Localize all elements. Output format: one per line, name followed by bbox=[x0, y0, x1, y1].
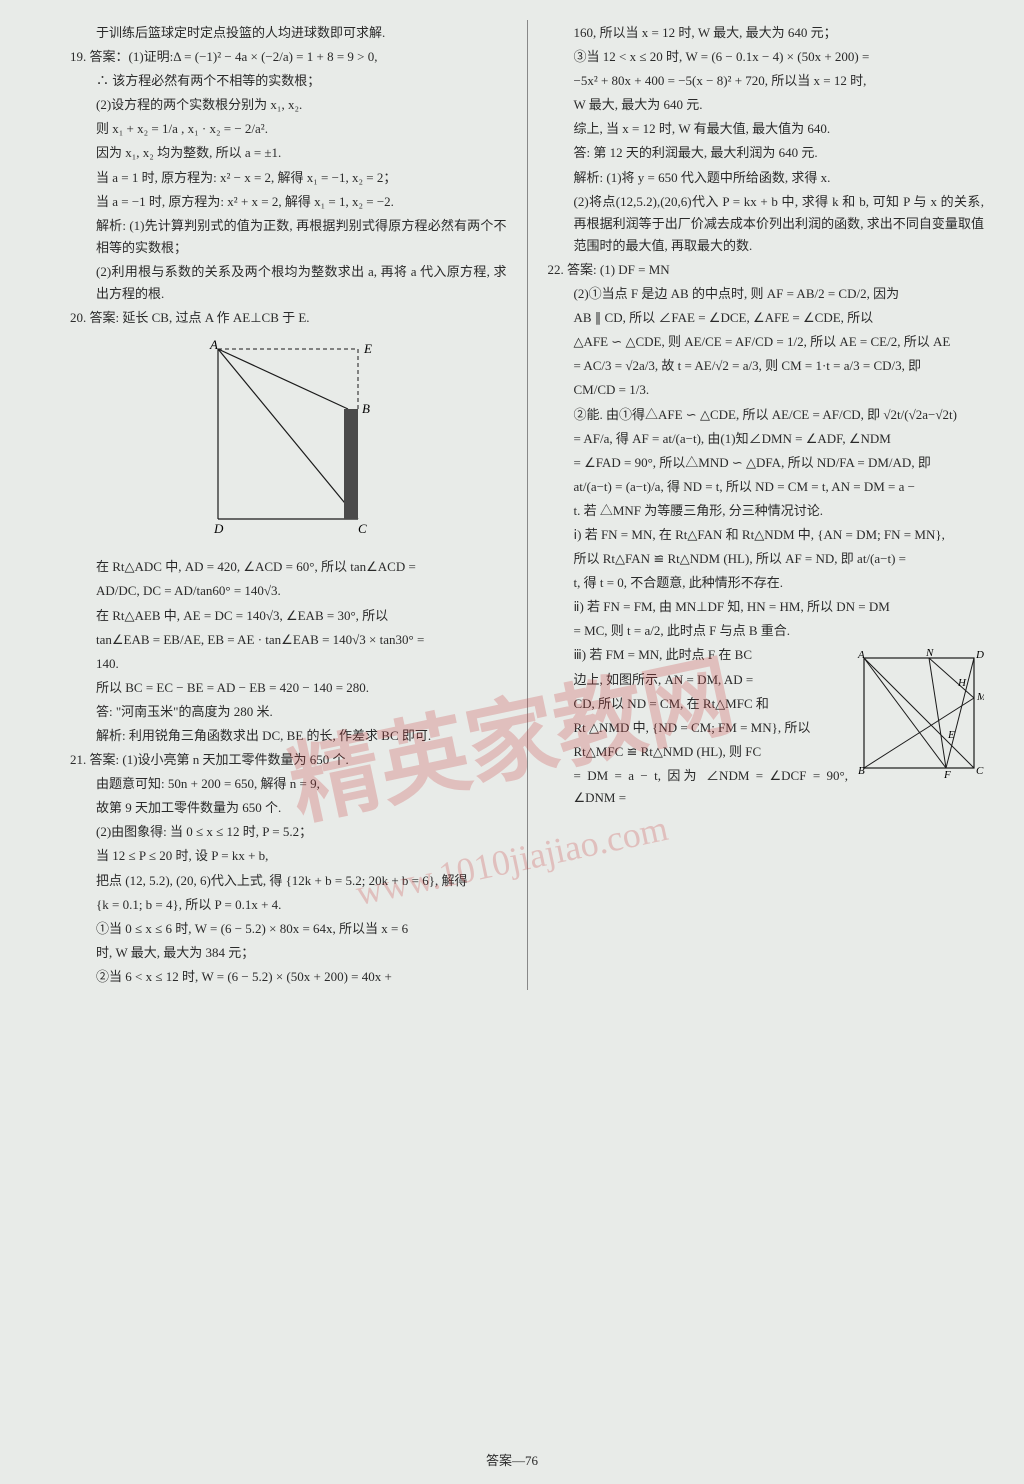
lbl-D: D bbox=[213, 521, 224, 536]
text: ②能. 由①得△AFE ∽ △CDE, 所以 AE/CE = AF/CD, 即 … bbox=[548, 404, 985, 426]
text: ③当 12 < x ≤ 20 时, W = (6 − 0.1x − 4) × (… bbox=[548, 46, 985, 68]
text: (2)设方程的两个实数根分别为 x₁, x₂. bbox=[70, 94, 507, 116]
text: 于训练后篮球定时定点投篮的人均进球数即可求解. bbox=[70, 22, 507, 44]
text: 当 12 ≤ P ≤ 20 时, 设 P = kx + b, bbox=[70, 845, 507, 867]
svg-text:N: N bbox=[925, 648, 934, 659]
svg-text:C: C bbox=[976, 765, 984, 777]
text: −5x² + 80x + 400 = −5(x − 8)² + 720, 所以当… bbox=[548, 70, 985, 92]
lbl-B: B bbox=[362, 401, 370, 416]
text: (2)①当点 F 是边 AB 的中点时, 则 AF = AB/2 = CD/2,… bbox=[548, 283, 985, 305]
text: t. 若 △MNF 为等腰三角形, 分三种情况讨论. bbox=[548, 500, 985, 522]
text: 在 Rt△ADC 中, AD = 420, ∠ACD = 60°, 所以 tan… bbox=[70, 556, 507, 578]
text: 由题意可知: 50n + 200 = 650, 解得 n = 9, bbox=[70, 773, 507, 795]
svg-text:E: E bbox=[947, 729, 955, 741]
text: ⅱ) 若 FN = FM, 由 MN⊥DF 知, HN = HM, 所以 DN … bbox=[548, 596, 985, 618]
text: = AC/3 = √2a/3, 故 t = AE/√2 = a/3, 则 CM … bbox=[548, 355, 985, 377]
text: at/(a−t) = (a−t)/a, 得 ND = t, 所以 ND = CM… bbox=[548, 476, 985, 498]
svg-text:B: B bbox=[858, 765, 865, 777]
svg-text:M: M bbox=[976, 691, 984, 703]
text: 所以 BC = EC − BE = AD − EB = 420 − 140 = … bbox=[70, 677, 507, 699]
text: {k = 0.1; b = 4}, 所以 P = 0.1x + 4. bbox=[70, 894, 507, 916]
q21: 21. 答案: (1)设小亮第 n 天加工零件数量为 650 个. bbox=[70, 749, 507, 771]
text: 160, 所以当 x = 12 时, W 最大, 最大为 640 元； bbox=[548, 22, 985, 44]
left-column: 于训练后篮球定时定点投篮的人均进球数即可求解. 19. 答案：(1)证明:Δ =… bbox=[70, 20, 507, 990]
text: 故第 9 天加工零件数量为 650 个. bbox=[70, 797, 507, 819]
text: 因为 x₁, x₂ 均为整数, 所以 a = ±1. bbox=[70, 142, 507, 164]
text: 当 a = −1 时, 原方程为: x² + x = 2, 解得 x₁ = 1,… bbox=[70, 191, 507, 213]
text: 答: "河南玉米"的高度为 280 米. bbox=[70, 701, 507, 723]
text: 解析: 利用锐角三角函数求出 DC, BE 的长, 作差求 BC 即可. bbox=[70, 725, 507, 747]
text: 解析: (1)将 y = 650 代入题中所给函数, 求得 x. bbox=[548, 167, 985, 189]
q20: 20. 答案: 延长 CB, 过点 A 作 AE⊥CB 于 E. bbox=[70, 307, 507, 329]
text: 综上, 当 x = 12 时, W 有最大值, 最大值为 640. bbox=[548, 118, 985, 140]
text: 解析: (1)先计算判别式的值为正数, 再根据判别式得原方程必然有两个不相等的实… bbox=[70, 215, 507, 259]
text: tan∠EAB = EB/AE, EB = AE · tan∠EAB = 140… bbox=[70, 629, 507, 651]
page: 于训练后篮球定时定点投篮的人均进球数即可求解. 19. 答案：(1)证明:Δ =… bbox=[0, 0, 1024, 1020]
page-number: 答案—76 bbox=[0, 1450, 1024, 1472]
text: ②当 6 < x ≤ 12 时, W = (6 − 5.2) × (50x + … bbox=[70, 966, 507, 988]
lbl-E: E bbox=[363, 341, 372, 356]
figure2-svg: A D B C N M E F H bbox=[854, 648, 984, 778]
lbl-A: A bbox=[209, 339, 218, 352]
right-column: 160, 所以当 x = 12 时, W 最大, 最大为 640 元； ③当 1… bbox=[548, 20, 985, 990]
text: 把点 (12, 5.2), (20, 6)代入上式, 得 {12k + b = … bbox=[70, 870, 507, 892]
text: t, 得 t = 0, 不合题意, 此种情形不存在. bbox=[548, 572, 985, 594]
figure-square: A D B C N M E F H bbox=[854, 648, 984, 785]
figure1-svg: A E B C D bbox=[188, 339, 388, 539]
q22: 22. 答案: (1) DF = MN bbox=[548, 259, 985, 281]
text: (2)利用根与系数的关系及两个根均为整数求出 a, 再将 a 代入原方程, 求出… bbox=[70, 261, 507, 305]
lbl-C: C bbox=[358, 521, 367, 536]
text: ①当 0 ≤ x ≤ 6 时, W = (6 − 5.2) × 80x = 64… bbox=[70, 918, 507, 940]
text: AB ∥ CD, 所以 ∠FAE = ∠DCE, ∠AFE = ∠CDE, 所以 bbox=[548, 307, 985, 329]
text: W 最大, 最大为 640 元. bbox=[548, 94, 985, 116]
text: (2)由图象得: 当 0 ≤ x ≤ 12 时, P = 5.2； bbox=[70, 821, 507, 843]
svg-text:D: D bbox=[975, 649, 984, 661]
svg-text:F: F bbox=[943, 769, 951, 778]
text: 则 x₁ + x₂ = 1/a , x₁ · x₂ = − 2/a². bbox=[70, 118, 507, 140]
text: AD/DC, DC = AD/tan60° = 140√3. bbox=[70, 580, 507, 602]
text: 在 Rt△AEB 中, AE = DC = 140√3, ∠EAB = 30°,… bbox=[70, 605, 507, 627]
q19: 19. 答案：(1)证明:Δ = (−1)² − 4a × (−2/a) = 1… bbox=[70, 46, 507, 68]
text: (2)将点(12,5.2),(20,6)代入 P = kx + b 中, 求得 … bbox=[548, 191, 985, 257]
svg-text:H: H bbox=[957, 677, 967, 689]
text: 当 a = 1 时, 原方程为: x² − x = 2, 解得 x₁ = −1,… bbox=[70, 167, 507, 189]
text: 140. bbox=[70, 653, 507, 675]
text: △AFE ∽ △CDE, 则 AE/CE = AF/CD = 1/2, 所以 A… bbox=[548, 331, 985, 353]
text: 所以 Rt△FAN ≌ Rt△NDM (HL), 所以 AF = ND, 即 a… bbox=[548, 548, 985, 570]
figure-triangle: A E B C D bbox=[70, 339, 507, 546]
text: ⅰ) 若 FN = MN, 在 Rt△FAN 和 Rt△NDM 中, {AN =… bbox=[548, 524, 985, 546]
text: = MC, 则 t = a/2, 此时点 F 与点 B 重合. bbox=[548, 620, 985, 642]
column-divider bbox=[527, 20, 528, 990]
text: = ∠FAD = 90°, 所以△MND ∽ △DFA, 所以 ND/FA = … bbox=[548, 452, 985, 474]
text: ∴ 该方程必然有两个不相等的实数根； bbox=[70, 70, 507, 92]
text: = AF/a, 得 AF = at/(a−t), 由(1)知∠DMN = ∠AD… bbox=[548, 428, 985, 450]
text: 时, W 最大, 最大为 384 元； bbox=[70, 942, 507, 964]
text: CM/CD = 1/3. bbox=[548, 379, 985, 401]
text: 答: 第 12 天的利润最大, 最大利润为 640 元. bbox=[548, 142, 985, 164]
svg-text:A: A bbox=[857, 649, 865, 661]
